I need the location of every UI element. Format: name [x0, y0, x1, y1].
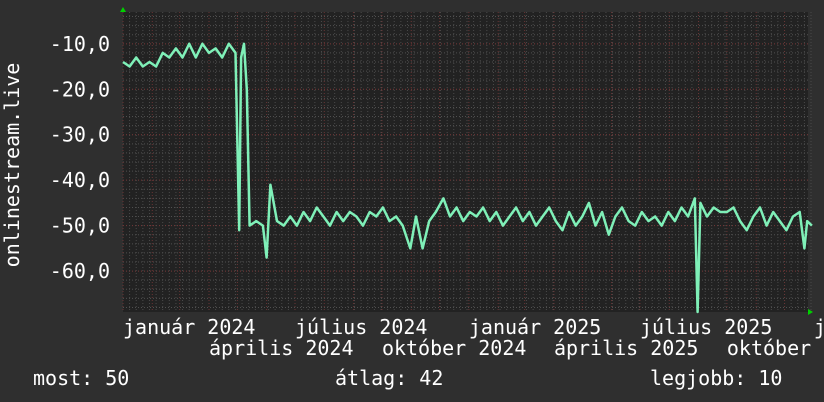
- x-tick-label: április 2024: [209, 336, 354, 360]
- x-tick-label: január 2026: [814, 315, 824, 339]
- y-tick-label: -50,0: [50, 214, 110, 238]
- x-tick-label: január 2025: [469, 315, 601, 339]
- y-axis-label: onlinestream.live: [0, 63, 24, 268]
- grid: [122, 12, 812, 312]
- x-tick-label: október 2024: [382, 336, 527, 360]
- x-tick-label: április 2025: [554, 336, 699, 360]
- x-axis-arrow: [808, 309, 813, 315]
- y-tick-label: -60,0: [50, 259, 110, 283]
- x-tick-label: július 2024: [295, 315, 427, 339]
- y-tick-label: -30,0: [50, 123, 110, 147]
- x-tick-label: július 2025: [640, 315, 772, 339]
- y-axis-arrow: [120, 7, 126, 12]
- best-value: legjobb: 10: [650, 366, 783, 390]
- x-tick-label: október 2025: [727, 336, 824, 360]
- x-tick-label: január 2024: [123, 315, 255, 339]
- y-axis: -10,0 -20,0 -30,0 -40,0 -50,0 -60,0: [50, 32, 110, 283]
- y-tick-label: -20,0: [50, 77, 110, 101]
- average-value: átlag: 42: [335, 366, 444, 390]
- y-tick-label: -40,0: [50, 168, 110, 192]
- current-value: most: 50: [33, 366, 130, 390]
- y-tick-label: -10,0: [50, 32, 110, 56]
- series-line: [122, 42, 813, 314]
